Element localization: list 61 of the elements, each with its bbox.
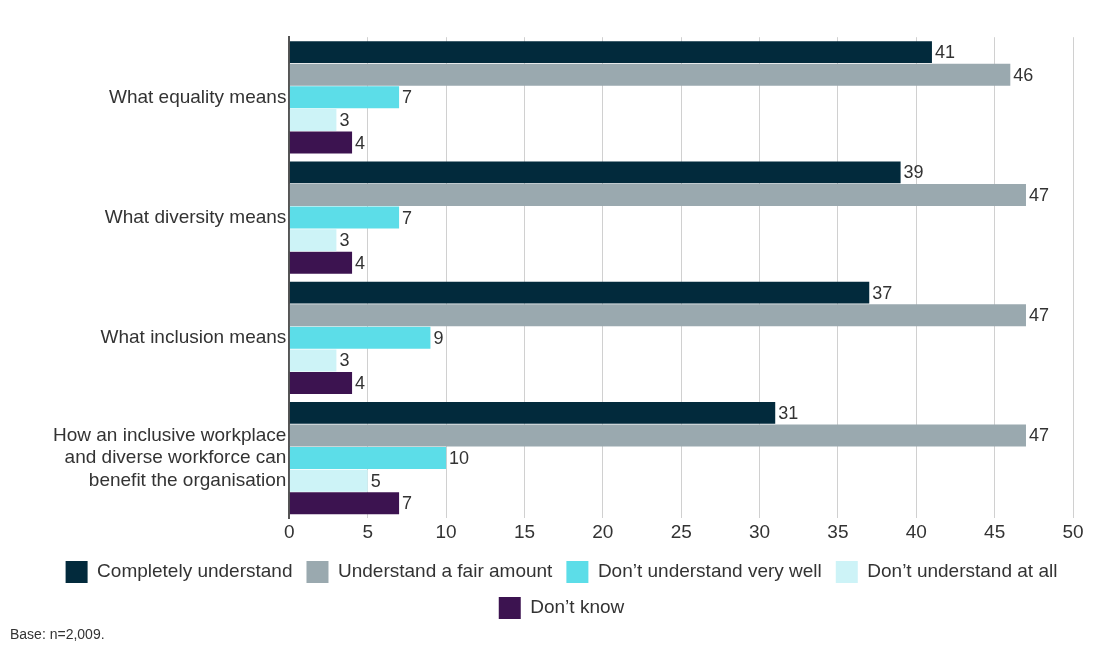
data-label: 46: [1013, 64, 1034, 85]
bar: [289, 326, 431, 349]
bar: [289, 86, 400, 109]
bar: [289, 424, 1026, 447]
data-label: 31: [778, 402, 799, 423]
bar: [289, 401, 776, 424]
data-label: 3: [339, 350, 350, 371]
x-tick-label: 20: [592, 520, 614, 542]
y-tick-label: What diversity means: [104, 205, 287, 227]
data-label: 37: [872, 282, 893, 303]
data-label: 3: [339, 109, 350, 130]
bar: [289, 304, 1026, 327]
legend-label: Don’t understand very well: [597, 560, 822, 582]
data-label: 10: [449, 448, 470, 469]
data-label: 41: [934, 42, 955, 63]
bar: [289, 206, 400, 229]
x-tick-label: 40: [905, 520, 927, 542]
x-tick-label: 50: [1062, 520, 1084, 542]
bar: [289, 492, 400, 515]
x-tick-label: 0: [284, 520, 295, 542]
data-label: 5: [370, 470, 381, 491]
data-label: 3: [339, 230, 350, 251]
data-label: 4: [355, 252, 366, 273]
data-label: 7: [402, 87, 413, 108]
data-label: 9: [433, 327, 444, 348]
data-label: 47: [1028, 184, 1050, 205]
x-tick-label: 10: [435, 520, 457, 542]
x-tick-label: 30: [748, 520, 771, 542]
legend-label: Understand a fair amount: [337, 560, 554, 582]
x-tick-label: 5: [362, 520, 374, 542]
bar: [289, 229, 337, 252]
x-tick-label: 15: [513, 520, 536, 542]
bar: [289, 108, 337, 131]
bar: [289, 447, 447, 470]
y-tick-label: What equality means: [108, 85, 287, 107]
data-label: 4: [355, 132, 366, 153]
bar: [289, 184, 1026, 206]
data-label: 7: [402, 493, 413, 514]
data-label: 7: [402, 207, 413, 228]
bar: [289, 131, 353, 154]
bar: [289, 41, 932, 64]
y-tick-label: What inclusion means: [100, 326, 287, 348]
x-tick-label: 45: [984, 520, 1006, 542]
bar: [289, 63, 1011, 86]
y-tick-label: How an inclusive workplace and diverse workforce can benefit the organisation: [52, 423, 287, 491]
legend-label: Don’t know: [530, 596, 625, 618]
legend-label: Don’t understand at all: [867, 560, 1058, 582]
legend-label: Completely understand: [97, 560, 293, 582]
data-label: 39: [903, 162, 924, 183]
x-tick-label: 35: [827, 520, 849, 542]
bar: [289, 372, 353, 394]
data-label: 4: [355, 373, 366, 394]
bar: [289, 469, 368, 492]
bar: [289, 161, 901, 184]
data-label: 47: [1028, 305, 1050, 326]
bar: [289, 349, 337, 372]
text: Base: n=2,009.: [10, 626, 105, 642]
bar: [289, 281, 870, 304]
x-tick-label: 25: [670, 520, 692, 542]
data-label: 47: [1028, 425, 1050, 446]
bar: [289, 251, 353, 274]
